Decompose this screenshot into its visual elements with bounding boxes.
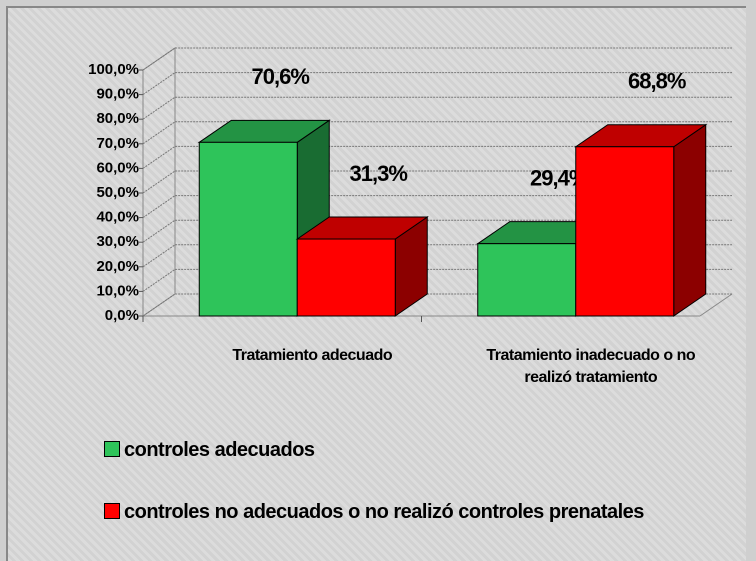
grid-line [142, 47, 732, 71]
grid-line [142, 219, 732, 243]
y-tick-label: 40,0% [96, 209, 139, 226]
grid-line [142, 195, 732, 219]
y-tick-label: 20,0% [96, 258, 139, 275]
y-tick-label: 30,0% [96, 233, 139, 250]
bar [296, 238, 396, 317]
value-label: 31,3% [350, 161, 408, 186]
floor-back [699, 293, 733, 317]
x-tick-label: Tratamiento inadecuado o no realizó trat… [486, 347, 696, 386]
bar [198, 141, 298, 317]
legend-swatch [104, 503, 120, 519]
y-tick-label: 10,0% [96, 282, 139, 299]
x-tick-label: Tratamiento adecuado [232, 347, 393, 364]
legend-label: controles adecuados [124, 439, 315, 461]
legend-swatch [104, 441, 120, 457]
grid-line [142, 96, 732, 120]
value-label: 68,8% [628, 69, 686, 94]
grid-line [142, 72, 732, 96]
y-tick-label: 0,0% [105, 307, 139, 324]
grid-line [142, 268, 732, 292]
bar [477, 243, 577, 317]
grid-line [142, 121, 732, 145]
bar [575, 146, 675, 317]
grid-line [142, 244, 732, 268]
y-tick-label: 50,0% [96, 184, 139, 201]
legend-entry: controles no adecuados o no realizó cont… [104, 500, 704, 524]
y-tick-label: 100,0% [88, 61, 139, 78]
y-tick-label: 80,0% [96, 110, 139, 127]
grid-line [142, 170, 732, 194]
value-label: 70,6% [252, 64, 310, 89]
y-tick-label: 90,0% [96, 86, 139, 103]
y-tick-label: 60,0% [96, 159, 139, 176]
grid-line [142, 293, 732, 317]
legend-label: controles no adecuados o no realizó cont… [124, 501, 644, 523]
legend-entry: controles adecuados [104, 438, 704, 462]
bar-side [673, 123, 707, 317]
grid-line [142, 145, 732, 169]
y-tick-label: 70,0% [96, 135, 139, 152]
